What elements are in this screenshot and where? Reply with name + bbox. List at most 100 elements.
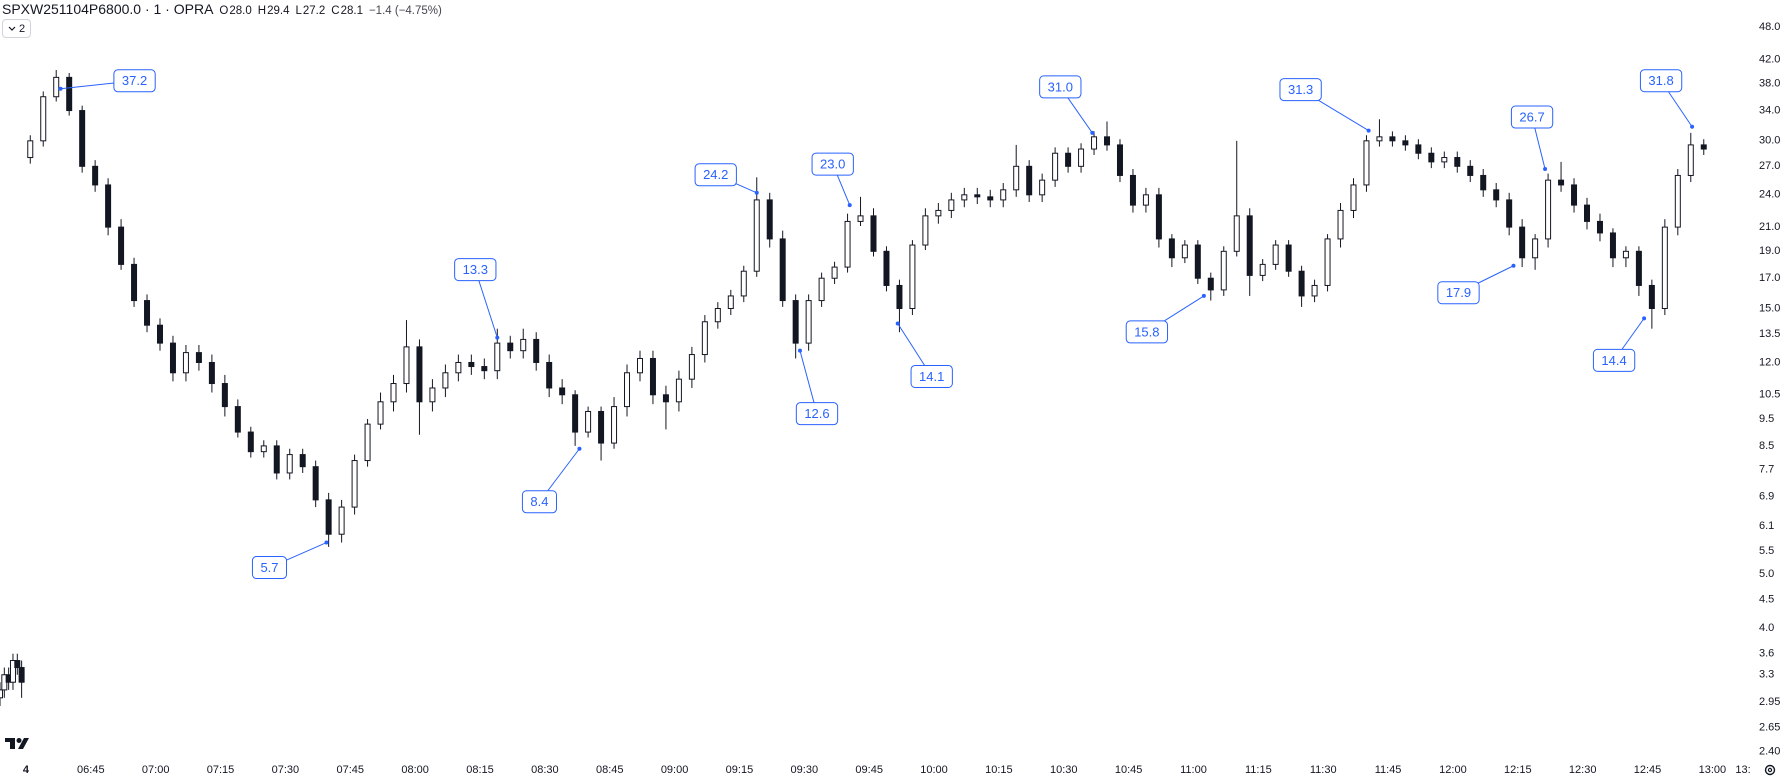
y-tick-label: 30.0	[1759, 135, 1780, 147]
y-tick-label: 9.5	[1759, 413, 1774, 425]
annotation-point	[847, 203, 852, 208]
candle-body	[1039, 179, 1046, 196]
price-axis-bg	[1753, 0, 1785, 777]
annotation-box	[1592, 348, 1636, 372]
candle-body	[1324, 238, 1331, 286]
candle-body	[1259, 263, 1266, 276]
annotation-label: 17.9	[1446, 285, 1471, 300]
annotation-label: 8.4	[530, 494, 548, 509]
annotation-point	[797, 348, 802, 353]
candle-body	[18, 667, 25, 683]
y-tick-label: 4.0	[1759, 622, 1774, 634]
candle-body	[1402, 140, 1409, 146]
candle-body	[1337, 209, 1344, 240]
candle-body	[520, 338, 527, 352]
candle-body	[53, 76, 60, 98]
candle-body	[9, 660, 16, 683]
candle-body	[1609, 232, 1616, 259]
candle-body	[182, 352, 189, 374]
annotation-point	[1090, 130, 1095, 135]
candle-body	[831, 266, 838, 279]
x-tick-label: 07:30	[272, 764, 300, 776]
x-tick-label: 11:45	[1375, 764, 1402, 776]
candle-body	[701, 321, 708, 356]
x-tick-label: 12:30	[1569, 764, 1597, 776]
y-tick-label: 6.9	[1759, 490, 1774, 502]
candle-body	[1389, 136, 1396, 142]
annotation-box	[251, 556, 288, 580]
candle-body	[260, 445, 267, 453]
annotation-box	[811, 152, 854, 176]
candle-body	[1272, 244, 1279, 265]
candle-body	[416, 346, 423, 403]
x-tick-label: 11:15	[1245, 764, 1272, 776]
y-tick-label: 38.0	[1759, 78, 1780, 90]
y-tick-label: 12.0	[1759, 356, 1780, 368]
candles	[0, 70, 1707, 707]
annotation-label: 23.0	[820, 157, 845, 172]
annotation-label: 24.2	[703, 167, 728, 182]
annotation-box	[113, 69, 156, 93]
annotation-point	[754, 190, 759, 195]
ohlc-key: C	[331, 5, 340, 17]
y-tick-label: 19.0	[1759, 245, 1780, 257]
x-tick-label: 07:00	[142, 764, 170, 776]
candle-body	[455, 361, 462, 374]
collapse-button[interactable]: 2	[2, 19, 32, 38]
ohlc-value: 27.2	[302, 5, 326, 17]
tradingview-logo	[5, 738, 29, 749]
annotation-point	[1366, 128, 1371, 133]
candle-body	[870, 215, 877, 252]
y-tick-label: 2.95	[1759, 696, 1780, 708]
candle-body	[481, 366, 488, 372]
candle-body	[299, 454, 306, 468]
candle-body	[909, 244, 916, 310]
candle-body	[961, 194, 968, 201]
annotation-box	[910, 364, 953, 388]
candle-body	[1674, 174, 1681, 228]
y-tick-label: 2.40	[1759, 746, 1780, 758]
candle-body	[1091, 136, 1098, 150]
candle-body	[987, 196, 994, 201]
x-tick-label: 13:	[1735, 764, 1750, 776]
candle-body	[312, 466, 319, 501]
symbol: SPXW251104P6800.0 · 1 · OPRA	[2, 1, 214, 17]
candle-body	[740, 270, 747, 297]
candle-body	[1661, 226, 1668, 310]
x-tick-label: 08:45	[596, 764, 624, 776]
annotation-box	[1039, 75, 1082, 99]
x-tick-label: 11:00	[1180, 764, 1207, 776]
x-tick-label: 11:30	[1310, 764, 1337, 776]
candle-body	[896, 284, 903, 310]
y-tick-label: 7.7	[1759, 464, 1774, 476]
candle-body	[1532, 238, 1539, 259]
candle-body	[351, 460, 358, 508]
candle-body	[0, 689, 3, 699]
annotation-point	[577, 446, 582, 451]
candle-body	[79, 110, 86, 167]
y-tick-label: 21.0	[1759, 221, 1780, 233]
annotation-label: 26.7	[1519, 109, 1544, 124]
candle-body	[1000, 189, 1007, 201]
candle-body	[403, 346, 410, 385]
y-tick-label: 10.5	[1759, 389, 1780, 401]
candle-body	[805, 300, 812, 344]
y-tick-label: 48.0	[1759, 21, 1780, 33]
candle-body	[675, 378, 682, 403]
annotation-box	[1279, 78, 1322, 102]
annotation-box	[1437, 281, 1480, 305]
y-tick-label: 3.6	[1759, 648, 1774, 660]
candle-body	[818, 277, 825, 302]
annotation-point	[1511, 263, 1516, 268]
candle-body	[1454, 157, 1461, 167]
annotation-point	[1642, 316, 1647, 321]
candle-body	[1129, 174, 1136, 206]
candle-body	[688, 354, 695, 380]
y-tick-label: 8.5	[1759, 440, 1774, 452]
settings-button[interactable]	[1764, 764, 1776, 776]
candle-body	[1052, 152, 1059, 181]
candle-body	[1298, 270, 1305, 297]
y-tick-label: 27.0	[1759, 160, 1780, 172]
annotation-point	[58, 86, 63, 91]
